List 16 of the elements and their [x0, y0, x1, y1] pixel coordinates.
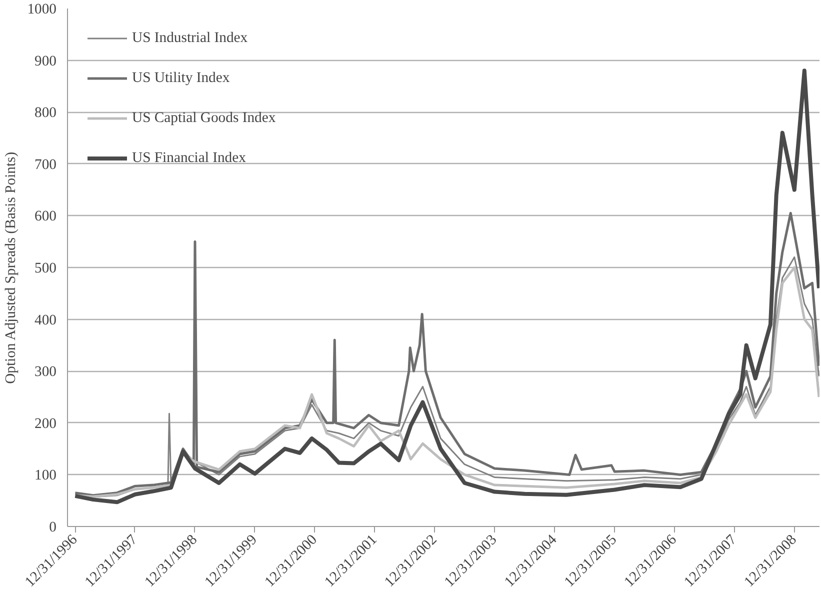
y-tick-label: 1000: [27, 2, 56, 18]
legend-label: US Industrial Index: [132, 30, 248, 46]
y-tick-label: 400: [34, 312, 56, 328]
y-tick-label: 800: [34, 105, 56, 122]
legend-label: US Utility Index: [132, 70, 230, 86]
y-tick-label: 0: [49, 520, 56, 536]
y-tick-label: 100: [34, 468, 56, 484]
y-tick-label: 700: [34, 156, 56, 173]
y-tick-label: 200: [34, 416, 56, 432]
y-tick-label: 600: [34, 208, 56, 225]
y-tick-label: 900: [34, 53, 56, 70]
y-tick-label: 300: [34, 364, 56, 380]
legend-label: US Captial Goods Index: [132, 110, 276, 126]
legend-label: US Financial Index: [132, 150, 246, 166]
y-tick-label: 500: [34, 260, 56, 276]
y-axis-title: Option Adjusted Spreads (Basis Points): [3, 152, 20, 384]
